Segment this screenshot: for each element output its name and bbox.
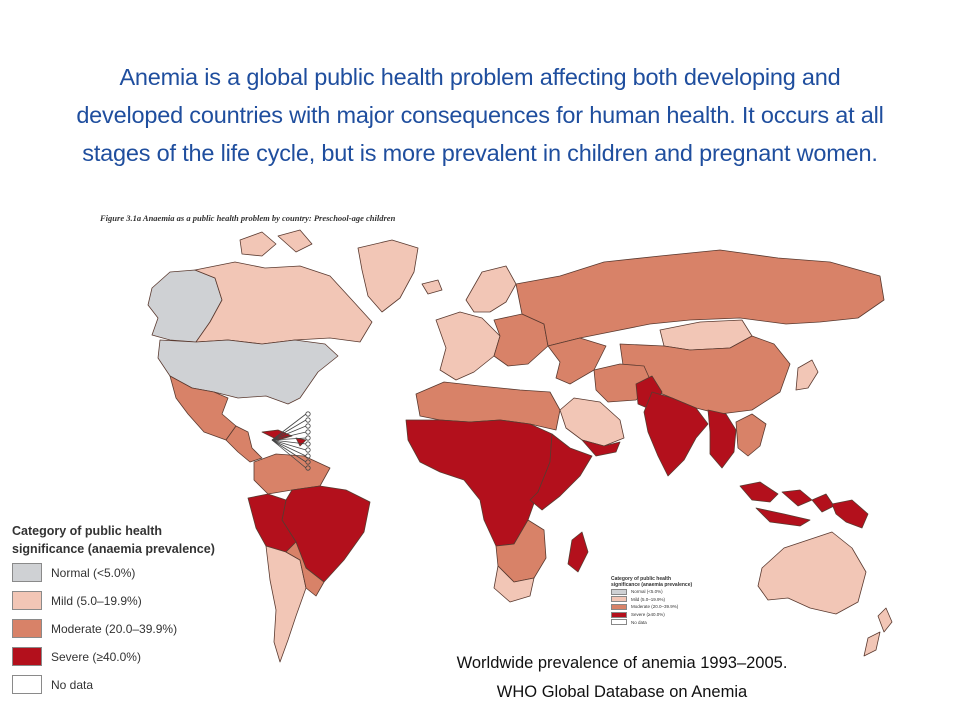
headline: Anemia is a global public health problem… bbox=[10, 58, 950, 172]
headline-line-1: Anemia is a global public health problem… bbox=[119, 64, 841, 90]
figure-title: Figure 3.1a Anaemia as a public health p… bbox=[100, 213, 396, 223]
island-callout-line bbox=[271, 439, 307, 457]
island-callout-line bbox=[271, 439, 307, 445]
legend-small-swatch bbox=[611, 619, 627, 626]
map-legend-small: Category of public health significance (… bbox=[611, 576, 731, 626]
legend-swatch bbox=[12, 647, 42, 666]
region-canada bbox=[194, 229, 373, 345]
island-callout-marker bbox=[305, 459, 311, 465]
legend-small-label: Moderate (20.0–39.9%) bbox=[631, 604, 679, 610]
legend-item-moderate: Moderate (20.0–39.9%) bbox=[12, 615, 252, 642]
legend-label: Moderate (20.0–39.9%) bbox=[51, 621, 178, 636]
legend-small-label: No data bbox=[631, 619, 647, 625]
island-callout-marker bbox=[305, 435, 311, 441]
legend-small-title-line-2: significance (anaemia prevalence) bbox=[611, 582, 693, 588]
legend-swatch bbox=[12, 675, 42, 694]
island-callout-marker bbox=[305, 417, 311, 423]
legend-small-item-severe: Severe (≥40.0%) bbox=[611, 611, 731, 619]
legend-small-swatch bbox=[611, 611, 627, 618]
caption-line-1: Worldwide prevalence of anemia 1993–2005… bbox=[456, 654, 788, 672]
region-paraguay-uruguay bbox=[285, 541, 325, 597]
region-madagascar bbox=[567, 531, 589, 573]
region-yemen bbox=[581, 439, 621, 457]
headline-line-3: stages of the life cycle, but is more pr… bbox=[82, 140, 878, 166]
caption-line-2: WHO Global Database on Anemia bbox=[496, 683, 748, 701]
region-scandinavia bbox=[465, 265, 517, 313]
legend-item-mild: Mild (5.0–19.9%) bbox=[12, 587, 252, 614]
legend-small-label: Mild (5.0–19.9%) bbox=[631, 596, 666, 602]
region-south-africa bbox=[493, 565, 535, 603]
legend-small-title-line-1: Category of public health bbox=[611, 576, 672, 582]
region-myanmar-thailand bbox=[707, 409, 737, 469]
legend-swatch bbox=[12, 619, 42, 638]
island-callout-marker bbox=[305, 411, 311, 417]
region-middle-east bbox=[547, 337, 607, 385]
region-new-zealand bbox=[863, 607, 893, 657]
island-callout-marker bbox=[305, 465, 311, 471]
region-japan bbox=[795, 359, 819, 391]
region-iceland bbox=[421, 279, 443, 295]
legend-item-severe: Severe (≥40.0%) bbox=[12, 643, 252, 670]
region-arabian-peninsula bbox=[559, 397, 625, 447]
legend-label: Severe (≥40.0%) bbox=[51, 649, 141, 664]
region-india bbox=[643, 391, 709, 477]
region-greenland bbox=[357, 239, 419, 313]
island-callout-line bbox=[271, 439, 307, 469]
legend-small-swatch bbox=[611, 588, 627, 595]
legend-item-normal: Normal (<5.0%) bbox=[12, 559, 252, 586]
legend-swatch bbox=[12, 591, 42, 610]
legend-small-label: Severe (≥40.0%) bbox=[631, 612, 665, 618]
legend-small-label: Normal (<5.0%) bbox=[631, 589, 663, 595]
region-chile-argentina bbox=[265, 545, 307, 663]
island-callout-line bbox=[271, 439, 307, 451]
island-callout-marker bbox=[305, 453, 311, 459]
island-callout-line bbox=[271, 431, 307, 441]
legend-item-no-data: No data bbox=[12, 671, 252, 698]
island-callout-marker bbox=[305, 429, 311, 435]
legend-small-item-no-data: No data bbox=[611, 618, 731, 626]
island-callout-line bbox=[271, 425, 307, 441]
island-callout-line bbox=[271, 437, 307, 441]
legend-title-line-2: significance (anaemia prevalence) bbox=[12, 542, 215, 556]
island-callout-line bbox=[271, 439, 307, 463]
region-western-europe bbox=[435, 311, 501, 381]
island-callout-line bbox=[271, 419, 307, 441]
island-callout-line bbox=[271, 413, 307, 441]
region-east-africa bbox=[529, 433, 593, 511]
legend-title-line-1: Category of public health bbox=[12, 524, 163, 538]
island-callout-marker bbox=[305, 423, 311, 429]
legend-small-item-normal: Normal (<5.0%) bbox=[611, 588, 731, 596]
legend-small-item-mild: Mild (5.0–19.9%) bbox=[611, 596, 731, 604]
caption: Worldwide prevalence of anemia 1993–2005… bbox=[352, 649, 892, 707]
legend-label: No data bbox=[51, 677, 94, 692]
legend-swatch bbox=[12, 563, 42, 582]
legend-label: Normal (<5.0%) bbox=[51, 565, 136, 580]
legend-small-item-moderate: Moderate (20.0–39.9%) bbox=[611, 603, 731, 611]
island-callout-marker bbox=[305, 441, 311, 447]
island-callout-marker bbox=[305, 447, 311, 453]
region-central-america bbox=[225, 425, 263, 463]
headline-line-2: developed countries with major consequen… bbox=[76, 102, 884, 128]
legend-label: Mild (5.0–19.9%) bbox=[51, 593, 142, 608]
region-australia bbox=[757, 531, 867, 615]
map-legend: Category of public health significance (… bbox=[12, 522, 252, 698]
region-caribbean bbox=[261, 429, 307, 447]
region-southeast-asia bbox=[735, 413, 767, 457]
region-papua-new-guinea bbox=[831, 499, 869, 529]
region-indonesia bbox=[739, 481, 835, 527]
legend-small-swatch bbox=[611, 596, 627, 603]
legend-small-swatch bbox=[611, 603, 627, 610]
